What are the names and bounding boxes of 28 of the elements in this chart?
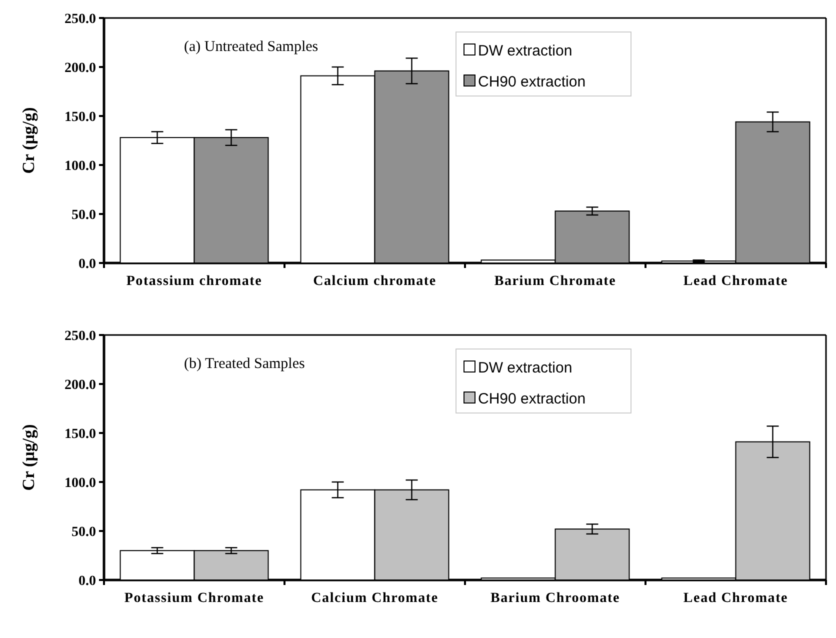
y-tick-label: 150.0 bbox=[64, 110, 96, 125]
y-tick-label: 50.0 bbox=[72, 524, 96, 540]
y-tick-label: 0.0 bbox=[78, 574, 96, 589]
x-tick-label: Calcium Chromate bbox=[311, 591, 438, 606]
y-tick-label: 100.0 bbox=[64, 476, 96, 491]
x-tick-label: Barium Chroomate bbox=[490, 591, 620, 606]
x-tick-label: Lead Chromate bbox=[683, 591, 788, 606]
x-tick-label: Potassium chromate bbox=[126, 274, 262, 289]
legend-label: CH90 extraction bbox=[478, 390, 586, 408]
x-tick-label: Calcium chromate bbox=[313, 274, 436, 289]
y-tick-label: 200.0 bbox=[64, 378, 96, 393]
legend-label: DW extraction bbox=[478, 42, 572, 60]
x-tick-label: Potassium Chromate bbox=[124, 591, 264, 606]
y-tick-label: 200.0 bbox=[64, 60, 96, 76]
y-axis-title: Cr (µg/g) bbox=[19, 107, 38, 174]
x-tick-label: Lead Chromate bbox=[683, 274, 788, 289]
text: (b) Treated Samples bbox=[184, 356, 305, 372]
y-tick-label: 150.0 bbox=[64, 426, 96, 442]
y-tick-label: 250.0 bbox=[64, 12, 96, 27]
legend-label: DW extraction bbox=[478, 359, 572, 376]
y-tick-label: 50.0 bbox=[72, 208, 96, 223]
y-tick-label: 100.0 bbox=[64, 158, 96, 174]
y-tick-label: 250.0 bbox=[64, 328, 96, 344]
legend-label: CH90 extraction bbox=[478, 73, 586, 90]
y-axis-title: Cr (µg/g) bbox=[19, 424, 38, 491]
y-tick-label: 0.0 bbox=[78, 256, 96, 272]
x-tick-label: Barium Chromate bbox=[494, 274, 616, 289]
text: (a) Untreated Samples bbox=[184, 39, 318, 55]
